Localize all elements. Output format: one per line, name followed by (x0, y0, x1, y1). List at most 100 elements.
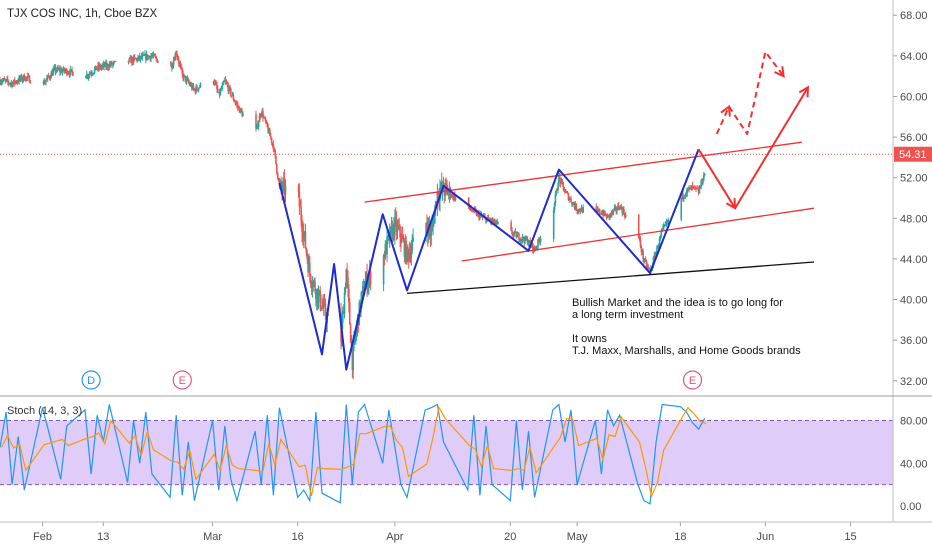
candle-body (516, 234, 519, 238)
candle-body (111, 62, 113, 65)
stoch-band-layer (0, 420, 893, 486)
event-marker-circle[interactable] (172, 370, 192, 390)
time-tick-label: 15 (844, 531, 856, 543)
candle-body (43, 81, 46, 85)
candle-body (199, 83, 202, 87)
candle-body (315, 291, 317, 300)
candle-body (260, 113, 263, 117)
projection-arrow-dashed[interactable] (715, 50, 785, 135)
candle-body (521, 236, 524, 240)
candle-body (394, 216, 396, 236)
candle-body (53, 67, 56, 69)
candle-body (112, 61, 115, 64)
candle-body (52, 70, 54, 76)
candle-body (280, 181, 282, 188)
event-marker-circle[interactable] (81, 370, 101, 390)
candle-body (647, 266, 650, 268)
candle-body (66, 69, 68, 75)
candle-body (476, 212, 479, 216)
candle-body (86, 74, 89, 77)
arrowhead-up (798, 85, 810, 98)
candle-body (615, 207, 617, 211)
candle-body (136, 58, 138, 61)
candle-body (85, 75, 87, 79)
candle-body (224, 79, 227, 82)
event-marker-circle[interactable] (682, 370, 703, 390)
candle-body (20, 75, 23, 81)
candle-body (51, 72, 53, 76)
candle-body (173, 60, 176, 62)
candle-body (654, 255, 657, 258)
candle-body (18, 77, 20, 83)
candle-body (400, 237, 402, 243)
time-tick-label: 20 (504, 531, 516, 543)
candle-body (11, 82, 13, 87)
candle-body (578, 209, 581, 211)
candle-body (227, 85, 230, 92)
candle-body (300, 207, 302, 221)
candle-body (198, 86, 201, 88)
price-tick-label: 64.00 (900, 51, 928, 63)
candle-body (696, 188, 699, 190)
candle-body (105, 62, 107, 67)
candle-body (20, 75, 22, 80)
candle-body (495, 221, 498, 224)
candle-body (342, 310, 345, 314)
candle-body (19, 77, 21, 80)
candle-body (391, 226, 394, 240)
zigzag-pattern[interactable] (278, 148, 700, 371)
candle-body (320, 307, 322, 310)
candle-body (691, 185, 694, 187)
candle-body (259, 115, 262, 117)
channel-upper-line[interactable] (364, 141, 802, 203)
support-line[interactable] (406, 261, 815, 295)
candle-body (644, 259, 647, 262)
candle-body (451, 194, 453, 197)
trendlines-layer[interactable] (278, 50, 815, 371)
candle-body (276, 172, 279, 179)
candle-body (564, 191, 566, 193)
candle-body (94, 65, 97, 69)
candle-body (699, 186, 702, 189)
candle-body (57, 67, 59, 70)
candle-body (407, 251, 410, 260)
grid-layer (0, 14, 897, 526)
candle-body (579, 210, 582, 212)
stoch-label: Stoch (14, 3, 3) (7, 405, 82, 417)
candle-body (444, 183, 446, 195)
candle-body (514, 231, 517, 233)
candle-body (256, 124, 259, 128)
candle-body (255, 114, 257, 129)
candle-body (426, 222, 428, 228)
event-marker-label: E (689, 375, 696, 387)
candle-body (299, 206, 302, 208)
candle-body (232, 95, 235, 100)
candle-body (408, 252, 411, 260)
candle-body (353, 339, 355, 345)
candle-body (318, 290, 321, 294)
candle-body (109, 64, 112, 66)
stoch-lines-layer (0, 403, 707, 505)
candle-body (13, 79, 15, 83)
candle-body (212, 81, 215, 84)
candle-body (470, 209, 473, 211)
annotation-line-2: a long term investment (572, 309, 683, 321)
candle-body (319, 290, 322, 308)
candle-body (598, 209, 600, 211)
candle-body (682, 193, 684, 199)
candle-body (192, 85, 195, 89)
candle-body (401, 235, 403, 243)
candle-body (478, 213, 480, 219)
candle-body (387, 235, 389, 238)
candle-body (601, 213, 604, 215)
candle-body (600, 213, 603, 215)
candle-body (178, 63, 181, 65)
candle-body (282, 180, 285, 183)
candle-body (177, 59, 180, 64)
channel-lower-line[interactable] (461, 207, 815, 262)
candle-body (3, 78, 6, 80)
stoch-tick-label: 0.00 (900, 501, 921, 513)
candle-body (63, 67, 66, 72)
